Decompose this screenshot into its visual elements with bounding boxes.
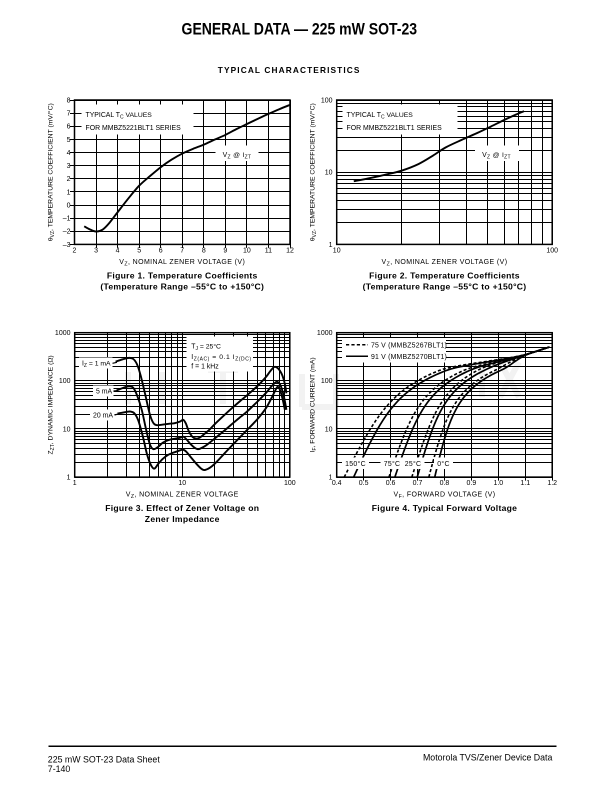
- svg-text:10: 10: [325, 170, 333, 177]
- svg-text:225 mW SOT-23 Data Sheet: 225 mW SOT-23 Data Sheet: [48, 755, 161, 765]
- svg-text:0.9: 0.9: [467, 480, 477, 487]
- svg-text:1: 1: [73, 480, 77, 487]
- svg-text:VZ @ IZT: VZ @ IZT: [223, 152, 252, 161]
- svg-text:FOR MMBZ5221BLT1 SERIES: FOR MMBZ5221BLT1 SERIES: [86, 125, 182, 132]
- svg-text:GENERAL DATA — 225 mW SOT-23: GENERAL DATA — 225 mW SOT-23: [182, 21, 418, 39]
- svg-text:1: 1: [67, 189, 71, 196]
- svg-text:IF, FORWARD CURRENT (mA): IF, FORWARD CURRENT (mA): [310, 357, 319, 452]
- svg-text:0.5: 0.5: [359, 480, 369, 487]
- svg-text:Figure 1. Temperature Coeffici: Figure 1. Temperature Coefficients: [107, 271, 258, 281]
- svg-text:7: 7: [67, 111, 71, 118]
- svg-text:7: 7: [180, 248, 184, 255]
- svg-text:IZ(AC) = 0.1 IZ(DC): IZ(AC) = 0.1 IZ(DC): [191, 354, 251, 363]
- svg-text:25°C: 25°C: [405, 460, 422, 468]
- svg-text:100: 100: [321, 378, 333, 385]
- svg-text:4: 4: [116, 248, 120, 255]
- svg-text:75 V (MMBZ5267BLT1): 75 V (MMBZ5267BLT1): [371, 342, 447, 349]
- svg-text:8: 8: [202, 248, 206, 255]
- svg-text:VZ, NOMINAL ZENER VOLTAGE: VZ, NOMINAL ZENER VOLTAGE: [126, 492, 239, 501]
- svg-text:10: 10: [63, 426, 71, 433]
- svg-text:11: 11: [265, 248, 272, 255]
- svg-text:100: 100: [321, 97, 333, 104]
- svg-text:10: 10: [333, 248, 341, 255]
- svg-text:8: 8: [67, 97, 71, 104]
- svg-text:(Temperature Range –55°C to +1: (Temperature Range –55°C to +150°C): [100, 282, 264, 292]
- svg-text:6: 6: [67, 124, 71, 131]
- svg-text:5: 5: [67, 137, 71, 144]
- svg-text:VF, FORWARD VOLTAGE (V): VF, FORWARD VOLTAGE (V): [394, 492, 496, 501]
- svg-text:VZ, NOMINAL ZENER VOLTAGE (V): VZ, NOMINAL ZENER VOLTAGE (V): [382, 259, 508, 268]
- svg-text:IZ = 1 mA: IZ = 1 mA: [82, 361, 111, 370]
- svg-text:1: 1: [67, 475, 71, 482]
- svg-text:1000: 1000: [55, 330, 71, 337]
- svg-text:1: 1: [329, 242, 333, 249]
- svg-text:10: 10: [178, 480, 186, 487]
- svg-text:2: 2: [73, 248, 77, 255]
- svg-text:12: 12: [286, 248, 294, 255]
- svg-text:0.6: 0.6: [386, 480, 396, 487]
- svg-text:1.0: 1.0: [493, 480, 503, 487]
- svg-text:10: 10: [243, 248, 251, 255]
- svg-text:0.7: 0.7: [413, 480, 423, 487]
- svg-text:4: 4: [67, 150, 71, 157]
- svg-text:θVZ, TEMPERATURE COEFFICIENT (: θVZ, TEMPERATURE COEFFICIENT (mV/°C): [309, 103, 319, 241]
- svg-text:20 mA: 20 mA: [93, 412, 113, 419]
- svg-text:1.2: 1.2: [547, 480, 557, 487]
- svg-text:100: 100: [59, 378, 71, 385]
- svg-text:VZ @ IZT: VZ @ IZT: [482, 152, 511, 161]
- svg-text:(Temperature Range –55°C to +1: (Temperature Range –55°C to +150°C): [363, 282, 527, 292]
- svg-text:TYPICAL CHARACTERISTICS: TYPICAL CHARACTERISTICS: [218, 65, 360, 75]
- svg-text:FOR MMBZ5221BLT1 SERIES: FOR MMBZ5221BLT1 SERIES: [347, 125, 443, 132]
- svg-text:–1: –1: [63, 216, 71, 223]
- svg-text:f = 1 kHz: f = 1 kHz: [191, 364, 219, 371]
- svg-text:0.4: 0.4: [332, 480, 342, 487]
- svg-text:Motorola TVS/Zener Device Data: Motorola TVS/Zener Device Data: [423, 753, 553, 763]
- svg-text:TYPICAL TC VALUES: TYPICAL TC VALUES: [347, 112, 414, 121]
- svg-text:10: 10: [325, 426, 333, 433]
- svg-text:100: 100: [546, 248, 558, 255]
- svg-text:VZ, NOMINAL ZENER VOLTAGE (V): VZ, NOMINAL ZENER VOLTAGE (V): [119, 259, 245, 268]
- svg-text:θVZ, TEMPERATURE COEFFICIENT (: θVZ, TEMPERATURE COEFFICIENT (mV/°C): [47, 103, 57, 241]
- svg-text:150°C: 150°C: [345, 460, 366, 468]
- svg-text:–3: –3: [63, 242, 71, 249]
- svg-text:7-140: 7-140: [48, 764, 71, 774]
- svg-text:91 V (MMBZ5270BLT1): 91 V (MMBZ5270BLT1): [371, 354, 447, 361]
- svg-text:1000: 1000: [317, 330, 333, 337]
- svg-text:1: 1: [329, 475, 333, 482]
- svg-text:5: 5: [137, 248, 141, 255]
- svg-text:1.1: 1.1: [520, 480, 530, 487]
- svg-text:0°C: 0°C: [437, 460, 449, 468]
- svg-text:Figure 3. Effect of Zener Volt: Figure 3. Effect of Zener Voltage on: [105, 503, 259, 513]
- svg-text:Figure 2. Temperature Coeffici: Figure 2. Temperature Coefficients: [369, 271, 520, 281]
- svg-text:0: 0: [67, 202, 71, 209]
- svg-text:TJ = 25°C: TJ = 25°C: [191, 343, 221, 353]
- svg-text:75°C: 75°C: [384, 460, 401, 468]
- svg-text:ZZT, DYNAMIC IMPEDANCE (Ω): ZZT, DYNAMIC IMPEDANCE (Ω): [48, 355, 57, 454]
- svg-text:–2: –2: [63, 229, 71, 236]
- svg-text:100: 100: [284, 480, 296, 487]
- svg-text:6: 6: [159, 248, 163, 255]
- svg-text:Zener Impedance: Zener Impedance: [145, 514, 220, 524]
- svg-text:3: 3: [94, 248, 98, 255]
- svg-text:TYPICAL TC VALUES: TYPICAL TC VALUES: [86, 112, 153, 121]
- svg-text:3: 3: [67, 163, 71, 170]
- svg-text:0.8: 0.8: [440, 480, 450, 487]
- svg-text:9: 9: [223, 248, 227, 255]
- svg-text:5 mA: 5 mA: [96, 388, 112, 395]
- svg-text:2: 2: [67, 176, 71, 183]
- svg-text:Figure 4. Typical Forward Volt: Figure 4. Typical Forward Voltage: [372, 503, 518, 513]
